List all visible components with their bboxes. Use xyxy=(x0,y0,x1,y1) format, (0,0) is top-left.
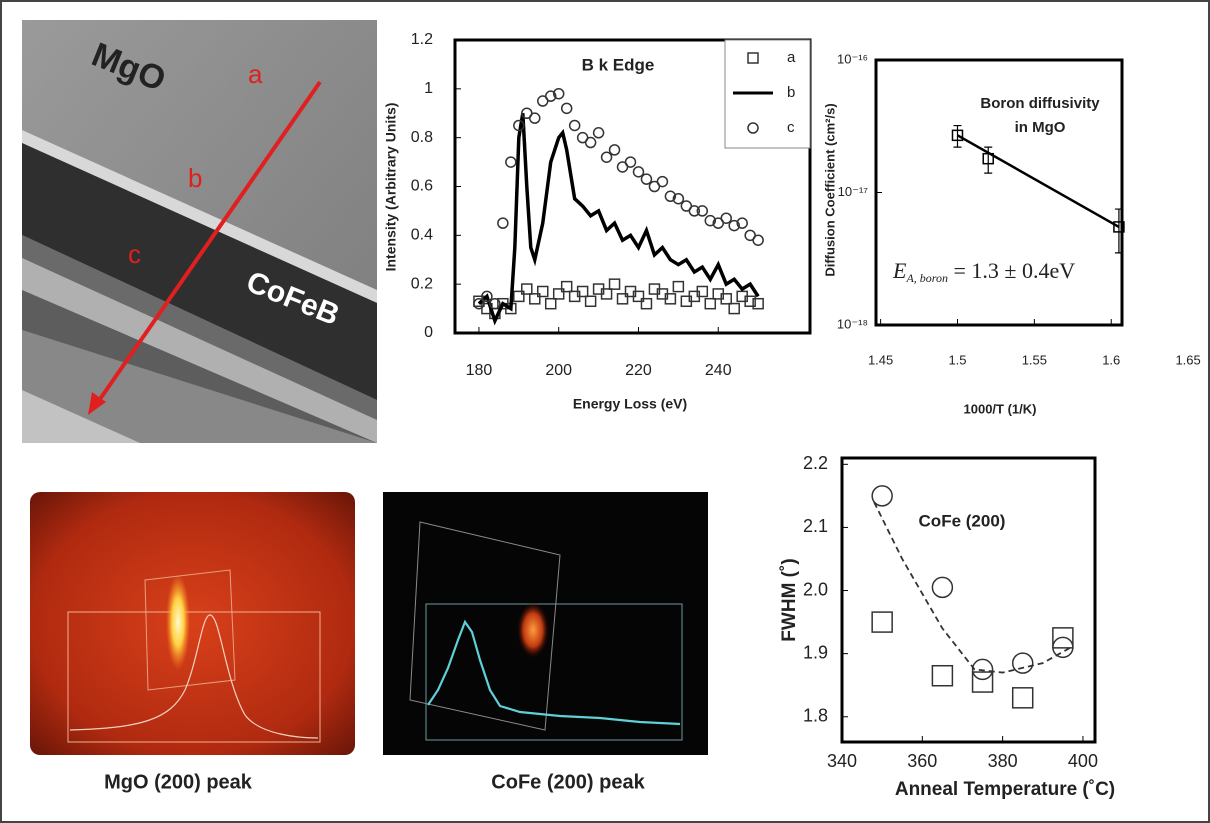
data-point xyxy=(932,577,952,597)
data-point xyxy=(673,282,683,292)
data-point xyxy=(1013,688,1033,708)
chart: 1.8 1.9 2.0 2.1 2.2 340 360 380 400 Anneal Temper… xyxy=(779,453,1115,800)
data-point xyxy=(657,177,667,187)
formula-part: = 1.3 ± 0.4eV xyxy=(948,258,1075,283)
y-tick-label: 10⁻¹⁷ xyxy=(838,184,869,199)
data-point xyxy=(530,113,540,123)
x-axis-label: Anneal Temperature (˚C) xyxy=(895,779,1115,800)
y-tick-label: 1 xyxy=(424,80,433,97)
data-point xyxy=(932,666,952,686)
data-point xyxy=(705,299,715,309)
chart: 0 0.2 0.4 0.6 0.8 1 1.2 180 200 220 240 Energy Loss… xyxy=(383,31,810,411)
data-point xyxy=(610,145,620,155)
x-tick-label: 220 xyxy=(625,362,652,379)
annotation: CoFe (200) xyxy=(919,511,1006,530)
data-point xyxy=(602,152,612,162)
data-point xyxy=(586,296,596,306)
x-tick-label: 180 xyxy=(466,362,493,379)
x-tick-label: 400 xyxy=(1068,751,1098,771)
legend-label: a xyxy=(787,49,796,66)
fit-line xyxy=(957,135,1118,227)
data-point xyxy=(1013,653,1033,673)
xrd-image-mgo xyxy=(30,492,355,755)
x-tick-label: 200 xyxy=(545,362,572,379)
data-point xyxy=(973,672,993,692)
y-tick-label: 1.2 xyxy=(411,31,433,48)
data-point xyxy=(626,157,636,167)
tem-image: MgO a b c CoFeB xyxy=(22,20,377,443)
data-point xyxy=(610,279,620,289)
y-tick-label: 0.4 xyxy=(411,227,433,244)
x-tick-label: 1.55 xyxy=(1022,352,1047,367)
caption: CoFe (200) peak xyxy=(491,771,645,793)
x-axis-label: Energy Loss (eV) xyxy=(573,396,687,412)
data-point xyxy=(586,138,596,148)
x-axis-label: 1000/T (1/K) xyxy=(964,401,1037,416)
legend-label: b xyxy=(787,84,795,101)
formula-part: A, boron xyxy=(905,271,948,285)
formula-part: E xyxy=(892,258,907,283)
y-tick-label: 1.8 xyxy=(803,706,828,726)
x-tick-label: 1.65 xyxy=(1175,352,1200,367)
data-point xyxy=(506,157,516,167)
annotation: in MgO xyxy=(1015,119,1066,136)
annotation: B k Edge xyxy=(582,55,655,74)
y-tick-label: 10⁻¹⁶ xyxy=(837,51,868,66)
data-point xyxy=(729,304,739,314)
x-tick-label: 1.45 xyxy=(868,352,893,367)
caption: MgO (200) peak xyxy=(104,771,253,793)
x-tick-label: 1.5 xyxy=(948,352,966,367)
y-tick-label: 0.6 xyxy=(411,178,433,195)
y-axis-label: Diffusion Coefficient (cm²/s) xyxy=(822,103,837,276)
y-tick-label: 0.8 xyxy=(411,129,433,146)
y-tick-label: 2.2 xyxy=(803,453,828,473)
xrd-image-cofe xyxy=(383,492,708,755)
data-point xyxy=(562,103,572,113)
annotation: Boron diffusivity xyxy=(980,95,1100,112)
figure: MgO a b c CoFeB MgO (200) peak CoFe (200… xyxy=(0,0,1210,823)
x-tick-label: 340 xyxy=(827,751,857,771)
x-tick-label: 380 xyxy=(988,751,1018,771)
y-axis-label: FWHM (˚) xyxy=(779,558,800,641)
y-tick-label: 2.1 xyxy=(803,516,828,536)
x-tick-label: 1.6 xyxy=(1102,352,1120,367)
plot-frame xyxy=(842,458,1095,742)
data-point xyxy=(570,120,580,130)
x-tick-label: 360 xyxy=(907,751,937,771)
legend-label: c xyxy=(787,119,795,136)
y-tick-label: 10⁻¹⁸ xyxy=(837,316,868,331)
y-tick-label: 2.0 xyxy=(803,579,828,599)
tem-label: b xyxy=(188,163,202,193)
data-point xyxy=(498,218,508,228)
y-tick-label: 1.9 xyxy=(803,642,828,662)
data-point xyxy=(641,174,651,184)
tem-label: a xyxy=(248,59,263,89)
chart: 10⁻¹⁸ 10⁻¹⁷ 10⁻¹⁶ 1.45 1.5 1.55 1.6 1.65 1000/T … xyxy=(822,51,1200,416)
data-point xyxy=(721,213,731,223)
x-tick-label: 240 xyxy=(705,362,732,379)
y-tick-label: 0.2 xyxy=(411,275,433,292)
formula: EA, boron = 1.3 ± 0.4eV xyxy=(892,258,1075,285)
tem-label: c xyxy=(128,239,141,269)
y-tick-label: 0 xyxy=(424,324,433,341)
data-point xyxy=(594,128,604,138)
y-axis-label: Intensity (Arbitrary Units) xyxy=(383,103,399,272)
data-point xyxy=(546,299,556,309)
data-point xyxy=(753,235,763,245)
data-point xyxy=(633,167,643,177)
data-point xyxy=(872,612,892,632)
